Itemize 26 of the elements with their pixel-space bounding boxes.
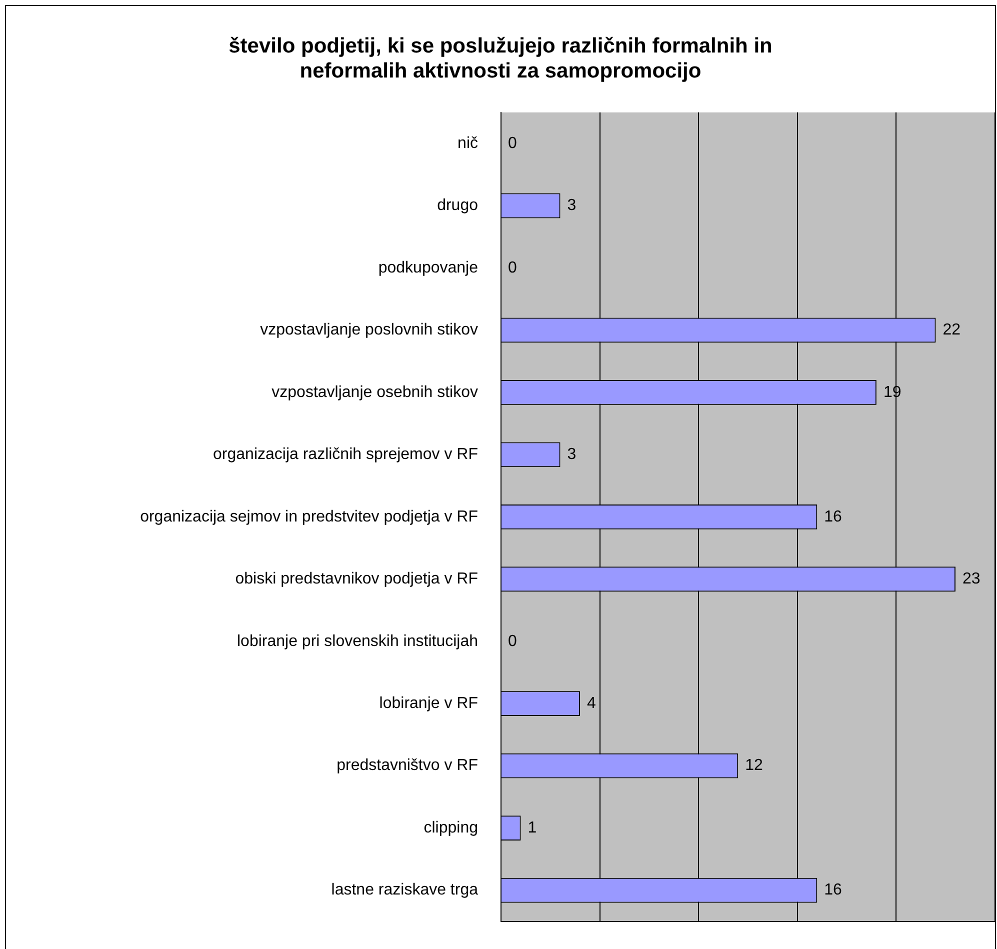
- data-label: 0: [508, 259, 517, 276]
- y-tick-label: obiski predstavnikov podjetja v RF: [235, 570, 478, 588]
- data-label: 22: [942, 322, 961, 339]
- data-label: 12: [745, 757, 764, 774]
- y-tick-label: lobiranje v RF: [379, 695, 478, 712]
- y-tick-label: drugo: [437, 197, 478, 214]
- y-tick-label: predstavništvo v RF: [336, 757, 478, 774]
- data-label: 4: [587, 695, 596, 712]
- data-label: 1: [528, 819, 537, 836]
- data-label: 16: [824, 882, 842, 899]
- y-tick-label: vzpostavljanje poslovnih stikov: [260, 322, 478, 339]
- data-label: 3: [567, 197, 576, 214]
- data-label: 0: [508, 134, 517, 152]
- y-tick-label: vzpostavljanje osebnih stikov: [272, 384, 478, 401]
- y-tick-label: lobiranje pri slovenskih institucijah: [236, 632, 478, 650]
- data-label: 0: [508, 632, 517, 650]
- y-tick-label: podkupovanje: [378, 259, 478, 276]
- y-tick-label: organizacija sejmov in predstvitev podjetja v RF: [140, 508, 478, 526]
- y-tick-label: clipping: [424, 819, 478, 836]
- data-label: 23: [962, 570, 980, 588]
- data-label: 3: [567, 446, 576, 464]
- data-label: 16: [824, 508, 842, 526]
- y-tick-label: nič: [458, 134, 478, 152]
- y-tick-label: organizacija različnih sprejemov v RF: [213, 446, 478, 464]
- chart-title: število podjetij, ki se poslužujejo različnih formalnih in neformalih aktivnosti za samopromocijo: [228, 34, 772, 83]
- y-tick-label: lastne raziskave trga: [331, 882, 478, 899]
